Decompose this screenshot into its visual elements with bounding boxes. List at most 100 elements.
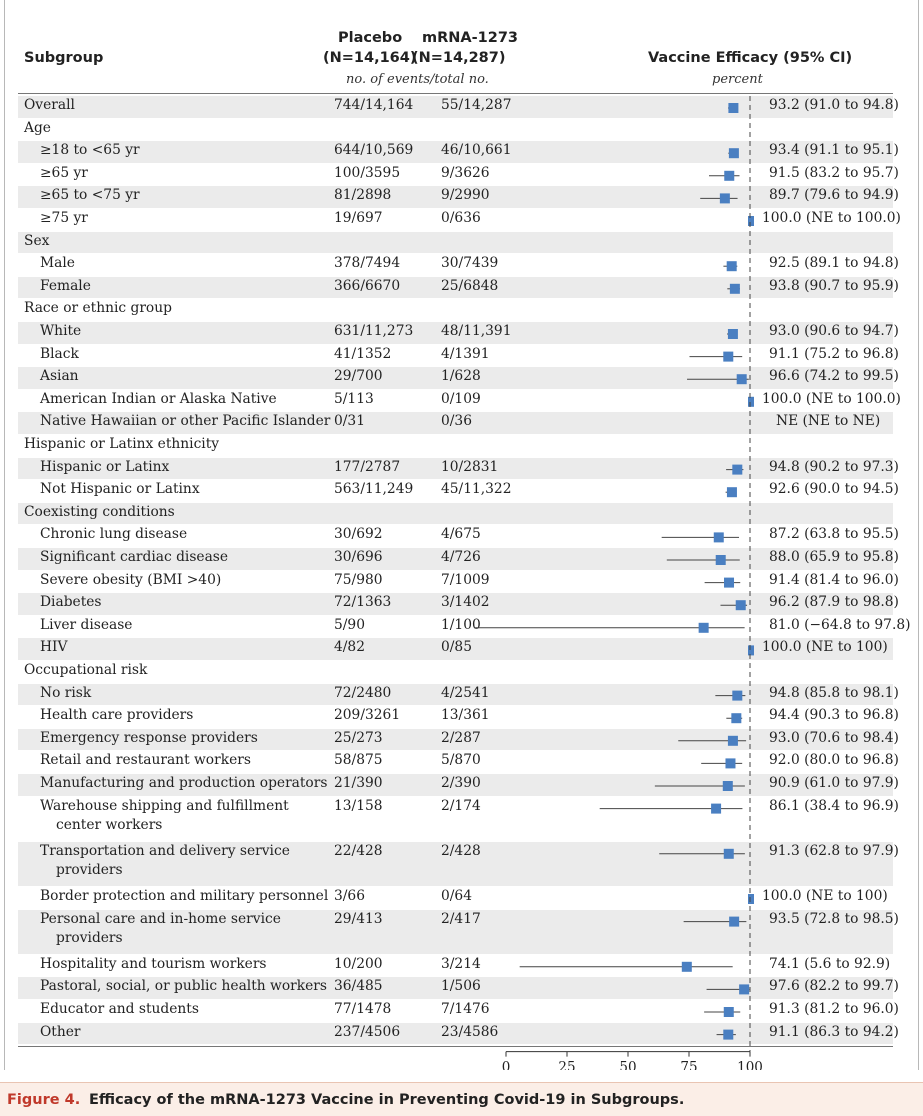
efficacy-ci-value: 97.6 (82.2 to 99.7) (769, 978, 899, 995)
placebo-column-title: Placebo (338, 30, 403, 46)
subgroup-label: Female (40, 277, 91, 294)
point-estimate-marker (729, 283, 740, 294)
mrna-events: 0/636 (441, 210, 481, 226)
point-estimate-marker (728, 103, 739, 113)
row-band (18, 841, 893, 886)
figure-caption: Figure 4. Efficacy of the mRNA-1273 Vacc… (0, 1082, 923, 1116)
subgroup-label: ≥75 yr (40, 210, 88, 226)
mrna-events: 9/3626 (441, 164, 490, 181)
mrna-events: 2/417 (441, 910, 481, 927)
subgroup-label: Health care providers (40, 707, 194, 724)
point-estimate-marker (748, 396, 754, 407)
point-estimate-marker (732, 464, 743, 475)
mrna-events: 48/11,391 (441, 323, 512, 339)
forest-plot: 0 25 50 75 100 (474, 96, 763, 1070)
efficacy-ci-value: 93.0 (90.6 to 94.7) (769, 323, 899, 339)
group-header: Coexisting conditions (24, 503, 175, 520)
mrna-events: 4/675 (441, 526, 481, 543)
efficacy-ci-value: 94.8 (90.2 to 97.3) (769, 458, 899, 475)
subgroup-label: Not Hispanic or Latinx (40, 481, 200, 498)
point-estimate-marker (748, 894, 754, 904)
mrna-events: 2/390 (441, 775, 481, 791)
placebo-events: 209/3261 (334, 707, 401, 724)
placebo-events: 19/697 (334, 210, 383, 226)
efficacy-ci-value: 94.8 (85.8 to 98.1) (769, 684, 899, 701)
point-estimate-marker (715, 555, 726, 565)
mrna-events: 3/214 (441, 955, 481, 972)
placebo-events: 631/11,273 (334, 323, 414, 339)
row-band (18, 457, 893, 480)
subgroup-label: Hispanic or Latinx (40, 458, 170, 475)
placebo-events: 378/7494 (334, 255, 401, 272)
efficacy-ci-value: 93.5 (72.8 to 98.5) (769, 910, 899, 927)
subgroup-label: Overall (24, 97, 75, 113)
subgroup-label: Black (40, 345, 79, 362)
mrna-events: 3/1402 (441, 594, 490, 611)
group-header: Hispanic or Latinx ethnicity (24, 436, 220, 452)
subgroup-label: Emergency response providers (40, 729, 258, 746)
placebo-events: 75/980 (334, 571, 383, 588)
subgroup-label: Other (40, 1023, 81, 1040)
mrna-events: 25/6848 (441, 277, 499, 294)
mrna-events: 10/2831 (441, 458, 499, 475)
efficacy-ci-value: 91.5 (83.2 to 95.7) (769, 164, 899, 181)
placebo-events: 563/11,249 (334, 481, 414, 498)
x-tick-label: 75 (680, 1060, 697, 1070)
point-estimate-marker (723, 1029, 734, 1040)
placebo-events: 177/2787 (334, 458, 401, 475)
subgroup-label: ≥65 yr (40, 164, 88, 181)
mrna-events: 46/10,661 (441, 142, 512, 159)
subgroup-label: Manufacturing and production operators (40, 775, 328, 791)
subgroup-label: Chronic lung disease (40, 526, 188, 543)
mrna-events: 0/36 (441, 413, 472, 430)
efficacy-ci-value: 94.4 (90.3 to 96.8) (769, 707, 899, 724)
row-band (18, 231, 893, 254)
point-estimate-marker (736, 374, 747, 385)
caption-title: Efficacy of the mRNA-1273 Vaccine in Pre… (89, 1092, 685, 1108)
subgroup-label: HIV (40, 639, 68, 656)
placebo-events: 10/200 (334, 955, 383, 972)
mrna-events: 1/100 (441, 616, 481, 633)
subgroup-label: Retail and restaurant workers (40, 752, 251, 769)
row-band (18, 367, 893, 389)
point-estimate-marker (724, 170, 735, 181)
x-tick-label: 0 (502, 1060, 511, 1070)
placebo-events: 72/2480 (334, 684, 392, 701)
efficacy-ci-value: 93.4 (91.1 to 95.1) (769, 142, 899, 159)
point-estimate-marker (728, 148, 739, 159)
subgroup-label: American Indian or Alaska Native (40, 390, 277, 407)
subgroup-label: Transportation and delivery service (40, 842, 290, 859)
efficacy-ci-value: 91.3 (81.2 to 96.0) (769, 1001, 899, 1017)
subgroup-label-continued: providers (56, 862, 123, 879)
group-header: Sex (24, 232, 50, 249)
subgroup-label: Significant cardiac disease (40, 549, 229, 565)
point-estimate-marker (729, 916, 740, 927)
group-header: Race or ethnic group (24, 300, 172, 317)
mrna-events: 13/361 (441, 707, 490, 724)
efficacy-ci-value: 88.0 (65.9 to 95.8) (769, 549, 899, 565)
efficacy-ci-value: 100.0 (NE to 100) (762, 888, 888, 904)
mrna-column-n: (N=14,287) (412, 50, 506, 66)
header-separator (18, 93, 893, 94)
efficacy-ci-value: 81.0 (−64.8 to 97.8) (769, 616, 911, 633)
mrna-column-title: mRNA-1273 (422, 30, 519, 46)
placebo-events: 4/82 (334, 639, 365, 656)
efficacy-ci-value: 96.6 (74.2 to 99.5) (769, 368, 899, 385)
placebo-events: 25/273 (334, 729, 383, 746)
point-estimate-marker (732, 690, 743, 701)
placebo-events: 237/4506 (334, 1023, 401, 1040)
placebo-events: 5/90 (334, 616, 365, 633)
subgroup-label: ≥65 to <75 yr (40, 187, 140, 204)
x-tick-label: 50 (619, 1060, 636, 1070)
placebo-events: 366/6670 (334, 277, 401, 294)
efficacy-ci-value: 91.1 (86.3 to 94.2) (769, 1023, 899, 1040)
point-estimate-marker (731, 713, 742, 724)
subgroup-label-continued: providers (56, 930, 123, 947)
x-tick-label: 25 (558, 1060, 575, 1070)
efficacy-ci-value: 92.5 (89.1 to 94.8) (769, 255, 899, 272)
subgroup-label: No risk (40, 684, 92, 701)
efficacy-ci-value: 92.6 (90.0 to 94.5) (769, 481, 899, 498)
efficacy-ci-value: 91.4 (81.4 to 96.0) (769, 571, 899, 588)
row-band (18, 909, 893, 954)
subgroup-label: Diabetes (40, 594, 102, 611)
